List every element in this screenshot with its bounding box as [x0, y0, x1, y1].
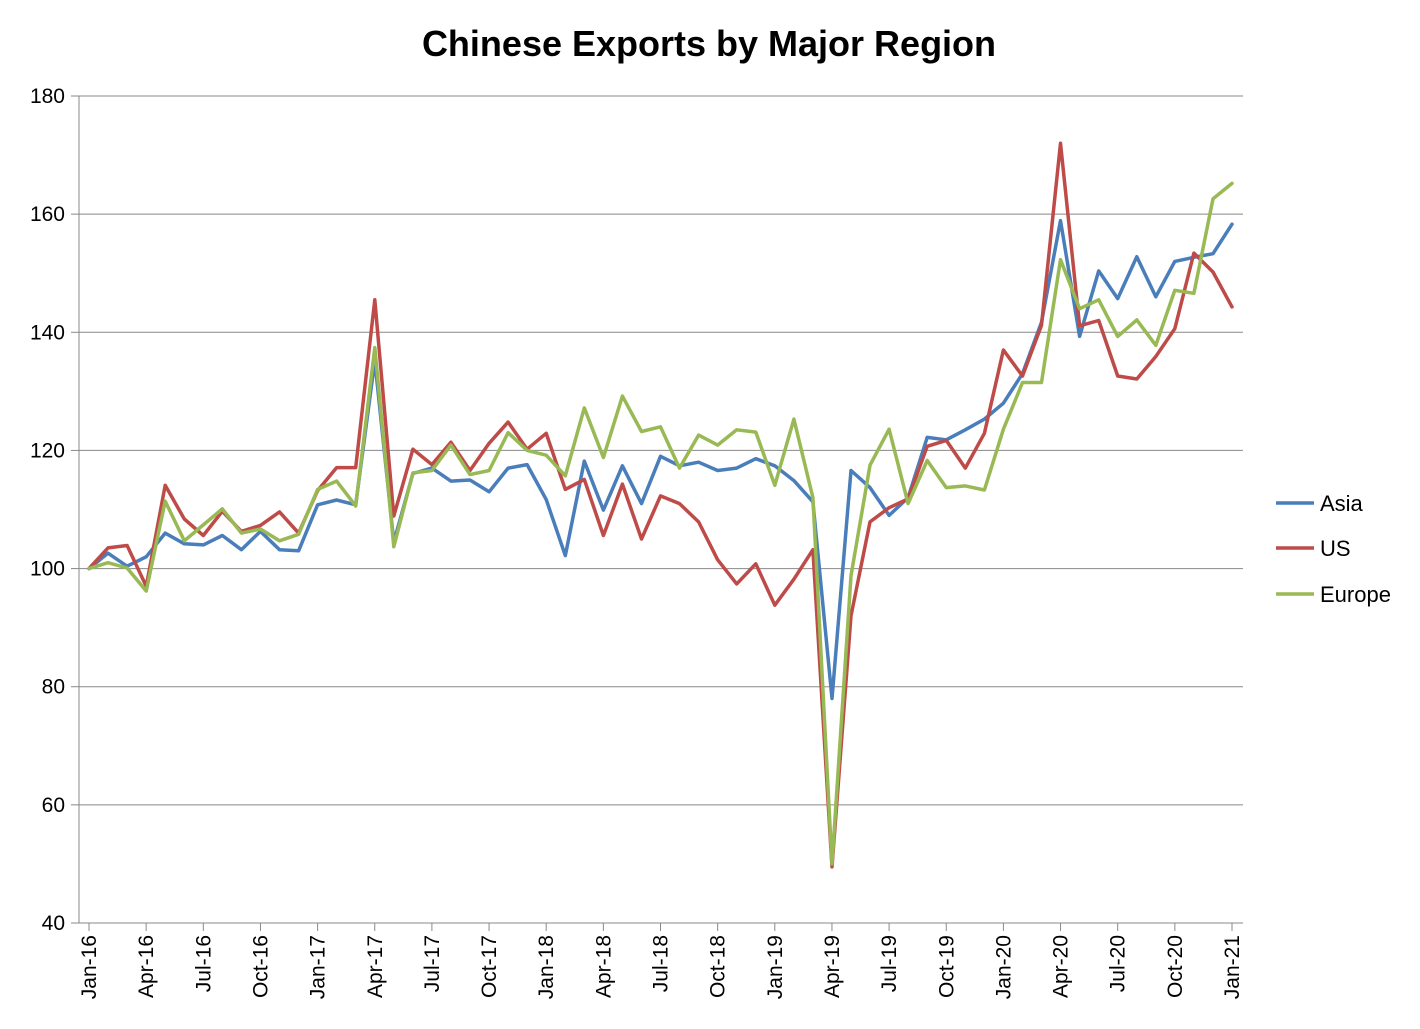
- series-line-us: [87, 141, 1234, 869]
- x-tick-label: Oct-19: [935, 935, 958, 998]
- grid-lines: [79, 95, 1243, 806]
- y-tick-label: 120: [30, 439, 65, 462]
- legend: Asia US Europe: [1276, 491, 1391, 607]
- x-tick-label: Apr-18: [592, 935, 615, 998]
- x-tick-label: Jul-18: [650, 935, 673, 992]
- x-tick-label: Jan-16: [78, 935, 101, 999]
- legend-label-europe: Europe: [1320, 582, 1391, 607]
- x-tick-label: Oct-17: [478, 935, 501, 998]
- axes: [71, 95, 1243, 931]
- series-line-asia: [87, 218, 1234, 701]
- y-tick-label: 40: [42, 912, 65, 935]
- legend-label-us: US: [1320, 536, 1351, 561]
- y-axis-tick-labels: 40 60 80 100 120 140 160 180: [30, 85, 65, 935]
- x-tick-label: Apr-19: [821, 935, 844, 998]
- x-tick-label: Oct-16: [249, 935, 272, 998]
- series-lines: [87, 141, 1234, 869]
- y-tick-label: 140: [30, 321, 65, 344]
- chart-title: Chinese Exports by Major Region: [422, 23, 996, 64]
- series-line-europe: [87, 181, 1234, 866]
- x-tick-label: Jul-19: [878, 935, 901, 992]
- x-tick-label: Jul-20: [1107, 935, 1130, 992]
- y-tick-label: 60: [42, 794, 65, 817]
- x-tick-label: Jan-20: [992, 935, 1015, 999]
- x-tick-label: Jan-21: [1221, 935, 1244, 999]
- x-tick-label: Apr-17: [364, 935, 387, 998]
- x-tick-label: Jan-18: [535, 935, 558, 999]
- legend-label-asia: Asia: [1320, 491, 1364, 516]
- x-tick-label: Jan-19: [764, 935, 787, 999]
- x-tick-label: Jul-16: [192, 935, 215, 992]
- x-tick-label: Jan-17: [307, 935, 330, 999]
- y-tick-label: 180: [30, 85, 65, 108]
- x-tick-label: Apr-16: [135, 935, 158, 998]
- y-tick-label: 160: [30, 203, 65, 226]
- x-tick-label: Jul-17: [421, 935, 444, 992]
- x-tick-label: Apr-20: [1050, 935, 1073, 998]
- x-tick-label: Oct-20: [1164, 935, 1187, 998]
- y-tick-label: 100: [30, 558, 65, 581]
- y-tick-label: 80: [42, 676, 65, 699]
- x-tick-label: Oct-18: [707, 935, 730, 998]
- x-axis-tick-labels: Jan-16 Apr-16 Jul-16 Oct-16 Jan-17 Apr-17 Jul-…: [78, 935, 1244, 999]
